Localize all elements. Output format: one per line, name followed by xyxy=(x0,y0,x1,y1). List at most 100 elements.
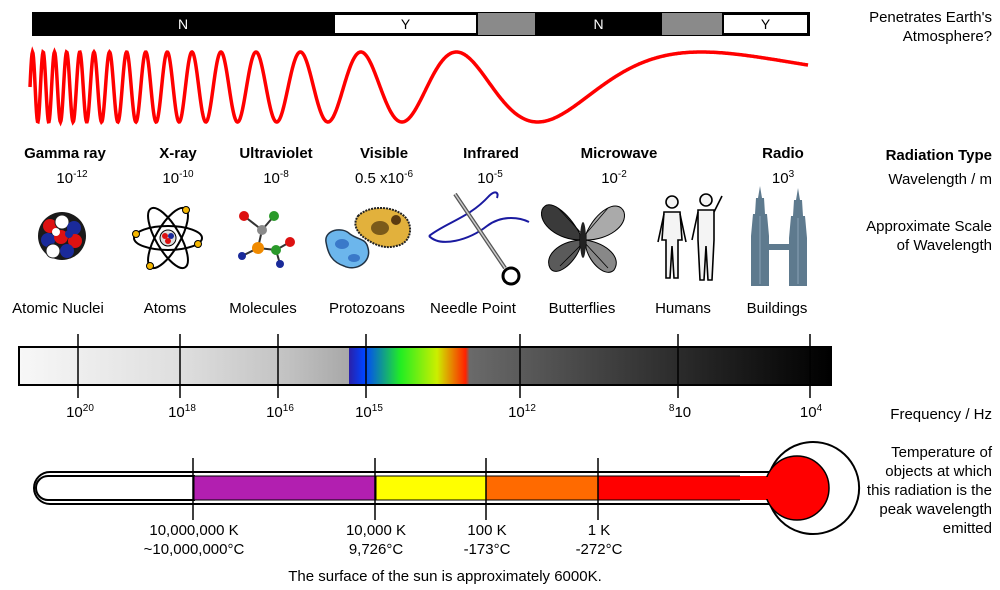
needle-icon xyxy=(428,191,530,286)
frequency-1e15: 1015 xyxy=(334,403,404,421)
wavelength-microwave: 10-2 xyxy=(549,169,679,187)
wavelength-exponent: -10 xyxy=(179,169,194,180)
frequency-label: Frequency / Hz xyxy=(890,406,992,423)
butterfly-icon xyxy=(541,204,625,273)
scale-label: Approximate Scale of Wavelength xyxy=(866,217,992,255)
temperature-label-line2: objects at which xyxy=(885,463,992,480)
temperature-celsius: ~10,000,000°C xyxy=(143,541,245,558)
frequency-exponent: 4 xyxy=(816,403,823,414)
thermometer xyxy=(33,441,861,535)
protozoan-icon xyxy=(325,207,412,269)
thermometer-segment-magenta xyxy=(193,475,377,501)
wavelength-ultraviolet: 10-8 xyxy=(211,169,341,187)
atmosphere-question-line2: Atmosphere? xyxy=(902,28,992,45)
scale-butterflies: Butterflies xyxy=(548,300,616,317)
wavelength-xray: 10-10 xyxy=(113,169,243,187)
radiation-name-visible: Visible xyxy=(359,145,409,162)
wavelength-exponent: -12 xyxy=(73,169,88,180)
temperature-100k: 100 K -173°C xyxy=(412,521,562,559)
scale-needle-point: Needle Point xyxy=(430,300,516,317)
atmosphere-label: Y xyxy=(400,16,411,32)
atmosphere-segment-partial1 xyxy=(478,13,535,35)
temperature-label: Temperature of objects at which this rad… xyxy=(867,443,992,538)
wavelength-radio: 103 xyxy=(718,169,848,187)
wavelength-exponent: -8 xyxy=(279,169,289,180)
temperature-kelvin: 10,000 K xyxy=(345,522,407,539)
frequency-1e8: 810 xyxy=(645,403,715,421)
atmosphere-label: N xyxy=(593,16,604,32)
temperature-1k: 1 K -272°C xyxy=(524,521,674,559)
wavelength-base: 10 xyxy=(162,170,180,187)
radiation-name-infrared: Infrared xyxy=(463,145,519,162)
wavelength-gamma: 10-12 xyxy=(7,169,137,187)
wavelength-base: 10 xyxy=(263,170,280,187)
frequency-base: 10 xyxy=(168,404,185,421)
frequency-base: 10 xyxy=(508,404,525,421)
molecule-icon xyxy=(238,211,295,268)
wavelength-exponent: 3 xyxy=(788,169,795,180)
wavelength-infrared: 10-5 xyxy=(425,169,555,187)
frequency-base: 10 xyxy=(799,404,817,421)
frequency-1e4: 104 xyxy=(776,403,846,421)
atmosphere-segment-y2: Y xyxy=(722,13,809,35)
temperature-10000k: 10,000 K 9,726°C xyxy=(301,521,451,559)
temperature-celsius: 9,726°C xyxy=(348,541,404,558)
frequency-1e18: 1018 xyxy=(147,403,217,421)
wavelength-exponent: -6 xyxy=(404,169,414,180)
frequency-exponent: 16 xyxy=(282,403,294,414)
humans-icon xyxy=(657,193,723,281)
wavelength-label: Wavelength / m xyxy=(888,171,992,188)
frequency-base: 10 xyxy=(266,404,283,421)
atom-icon xyxy=(132,206,203,270)
temperature-kelvin: 100 K xyxy=(467,522,507,539)
frequency-base: 10 xyxy=(674,404,692,421)
buildings-icon xyxy=(751,186,807,286)
wavelength-exponent: -2 xyxy=(617,169,627,180)
radiation-type-label: Radiation Type xyxy=(885,147,992,164)
radiation-name-gamma: Gamma ray xyxy=(24,145,106,162)
scale-label-line1: Approximate Scale xyxy=(866,218,992,235)
thermometer-segment-orange xyxy=(485,475,599,501)
atmosphere-segment-n1: N xyxy=(33,13,333,35)
frequency-1e16: 1016 xyxy=(245,403,315,421)
temperature-label-line1: Temperature of xyxy=(891,444,992,461)
scale-molecules: Molecules xyxy=(229,300,297,317)
temperature-label-line4: peak wavelength xyxy=(879,501,992,518)
wavelength-base: 10 xyxy=(56,170,74,187)
atmosphere-label: N xyxy=(177,16,189,32)
frequency-exponent: 8 xyxy=(668,403,675,414)
wavelength-exponent: -5 xyxy=(493,169,503,180)
frequency-exponent: 20 xyxy=(82,403,94,414)
temperature-celsius: -173°C xyxy=(463,541,511,558)
frequency-exponent: 18 xyxy=(184,403,196,414)
wavelength-base: 0.5 x10 xyxy=(354,170,405,187)
radiation-name-ultraviolet: Ultraviolet xyxy=(239,145,313,162)
temperature-kelvin: 1 K xyxy=(587,522,611,539)
spectrum-ticks xyxy=(77,334,811,398)
radiation-name-microwave: Microwave xyxy=(580,145,658,162)
wavelength-base: 10 xyxy=(601,170,618,187)
frequency-exponent: 15 xyxy=(371,403,383,414)
thermometer-tube xyxy=(35,475,195,501)
footnote: The surface of the sun is approximately … xyxy=(288,568,602,585)
temperature-label-line3: this radiation is the xyxy=(866,482,992,499)
atmosphere-segment-n2: N xyxy=(535,13,662,35)
scale-label-line2: of Wavelength xyxy=(896,237,992,254)
scale-atomic-nuclei: Atomic Nuclei xyxy=(12,300,104,317)
frequency-1e12: 1012 xyxy=(487,403,557,421)
temperature-label-line5: emitted xyxy=(942,520,992,537)
frequency-1e20: 1020 xyxy=(45,403,115,421)
atmosphere-question-line1: Penetrates Earth's xyxy=(869,9,992,26)
scale-humans: Humans xyxy=(655,300,711,317)
frequency-exponent: 12 xyxy=(524,403,536,414)
atmosphere-segment-partial2 xyxy=(662,13,722,35)
radiation-name-radio: Radio xyxy=(762,145,804,162)
spectrum-bar xyxy=(18,346,832,386)
scale-buildings: Buildings xyxy=(746,300,808,317)
scale-protozoans: Protozoans xyxy=(329,300,405,317)
atmosphere-segment-y1: Y xyxy=(333,13,478,35)
atmosphere-label: Y xyxy=(760,16,771,32)
atmosphere-question: Penetrates Earth's Atmosphere? xyxy=(869,8,992,46)
wavelength-base: 10 xyxy=(477,170,494,187)
